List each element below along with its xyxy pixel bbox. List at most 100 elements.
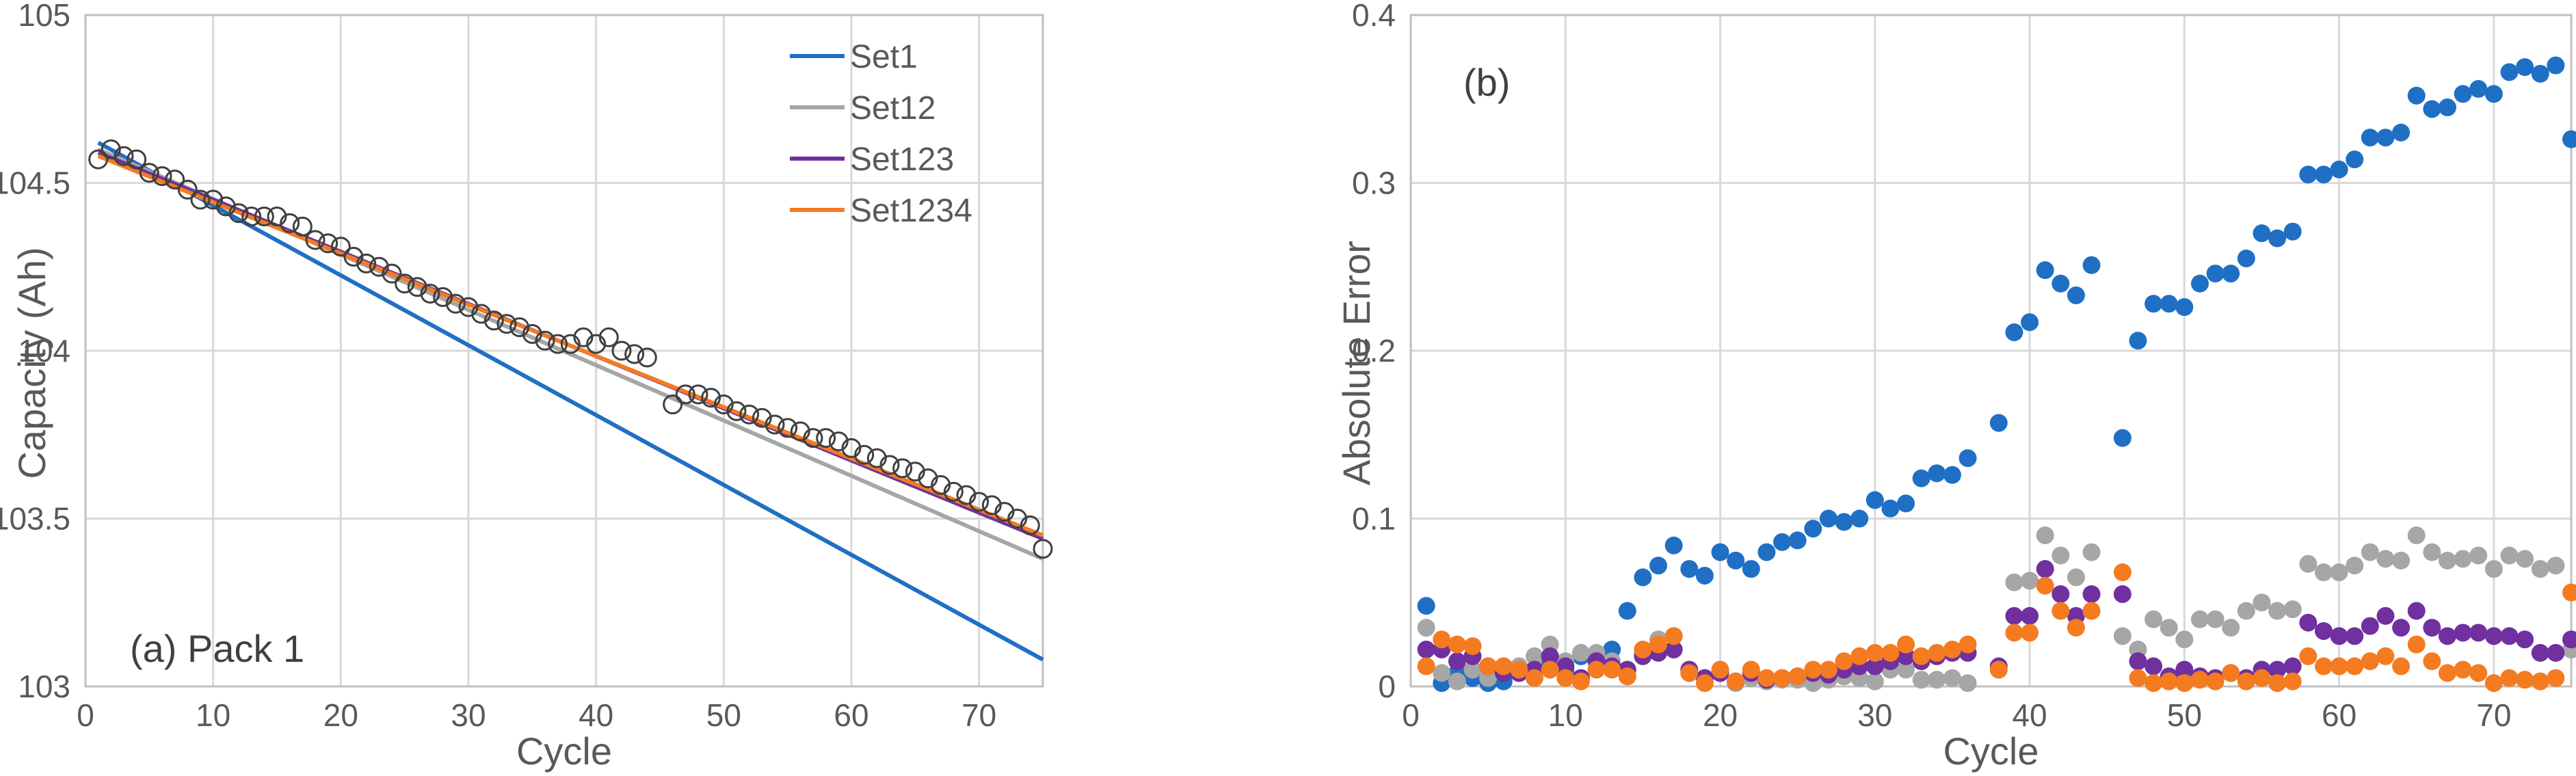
a-xtick-label: 50	[706, 697, 741, 733]
error-point-set1	[1649, 557, 1668, 575]
error-point-set123	[2547, 643, 2565, 662]
error-point-set1	[2376, 129, 2395, 147]
error-point-set1	[2082, 256, 2101, 274]
measured-point	[892, 458, 913, 479]
error-point-set1	[1417, 597, 1435, 615]
error-point-set12	[1433, 664, 1451, 682]
measured-point	[994, 502, 1015, 522]
scatter-series-set1234	[1417, 563, 2576, 693]
error-point-set12	[2407, 526, 2426, 545]
error-point-set1234	[2392, 657, 2411, 675]
measured-point	[356, 253, 377, 273]
measured-point	[1020, 515, 1040, 535]
b-xtick-label: 20	[1703, 697, 1738, 733]
error-point-set123	[2036, 560, 2054, 578]
error-point-set12	[2021, 572, 2039, 590]
error-point-set1	[2283, 222, 2302, 241]
a-xtick-label: 20	[323, 697, 358, 733]
error-point-set12	[1897, 660, 1915, 679]
error-point-set123	[2500, 627, 2519, 645]
b-ytick-label: 0	[1378, 669, 1396, 704]
error-point-set123	[2454, 624, 2472, 642]
panel-a-tick-labels: 0 10 20 30 40 50 60 70 103 103.5 104 104.5 105	[0, 0, 996, 733]
error-point-set1234	[1603, 660, 1621, 679]
a-xtick-label: 0	[77, 697, 94, 733]
measured-point	[548, 334, 568, 354]
error-point-set1	[1742, 560, 1760, 578]
measured-point	[343, 247, 364, 267]
error-point-set12	[2484, 560, 2503, 578]
error-point-set1	[2175, 298, 2194, 317]
measured-point	[433, 286, 453, 307]
error-point-set1	[2407, 86, 2426, 105]
measured-point	[956, 485, 977, 505]
measured-point	[841, 438, 862, 458]
error-point-set123	[1448, 652, 1466, 671]
measured-point	[765, 414, 785, 435]
error-point-set1	[1989, 414, 2008, 432]
error-point-set1	[2423, 100, 2441, 118]
error-point-set123	[2376, 606, 2395, 625]
error-point-set12	[1571, 643, 1590, 662]
error-point-set1234	[1958, 635, 1977, 654]
measured-point	[395, 273, 415, 294]
error-point-set1234	[2407, 635, 2426, 654]
measured-point	[726, 401, 747, 421]
measured-point	[790, 421, 810, 442]
measured-point	[215, 196, 236, 217]
error-point-set1	[1881, 499, 1900, 518]
error-point-set12	[2423, 543, 2441, 561]
panel-b-annotation: (b)	[1463, 61, 1510, 104]
error-point-set1234	[2082, 602, 2101, 620]
error-point-set123	[2361, 617, 2379, 635]
legend-label-set123: Set123	[850, 142, 954, 178]
error-point-set1	[2516, 58, 2534, 77]
measured-point	[701, 388, 721, 408]
measured-point	[483, 310, 504, 331]
measured-point	[586, 334, 607, 354]
error-point-set1234	[1711, 660, 1729, 679]
error-point-set1234	[1865, 643, 1884, 662]
error-point-set1234	[1510, 660, 1528, 679]
error-point-set1234	[2376, 647, 2395, 665]
panel-a-x-axis-title: Cycle	[516, 730, 612, 773]
scatter-series-set1	[1417, 56, 2576, 693]
error-point-set1234	[2283, 672, 2302, 691]
b-ytick-label: 0.1	[1352, 501, 1396, 537]
measured-point	[713, 394, 734, 415]
panel-a-plot-frame	[84, 14, 1044, 688]
measured-point	[496, 314, 517, 334]
a-xtick-label: 40	[579, 697, 613, 733]
error-point-set1234	[2469, 664, 2488, 682]
error-point-set12	[2253, 593, 2271, 612]
error-point-set1234	[1742, 660, 1760, 679]
error-point-set1	[2253, 224, 2271, 243]
error-point-set1234	[2190, 671, 2209, 689]
error-point-set1234	[2222, 664, 2240, 682]
error-point-set12	[2268, 602, 2287, 620]
error-point-set12	[1463, 660, 1482, 679]
error-point-set123	[2346, 627, 2364, 645]
error-point-set12	[2469, 546, 2488, 565]
error-point-set12	[1865, 672, 1884, 691]
error-point-set12	[2175, 630, 2194, 649]
error-point-set1	[1727, 551, 1745, 570]
legend-label-set1: Set1	[850, 39, 918, 75]
error-point-set1234	[2021, 624, 2039, 642]
error-point-set123	[2299, 613, 2318, 632]
error-point-set1234	[2314, 657, 2333, 675]
error-point-set1	[1850, 509, 1869, 528]
error-point-set1234	[1788, 667, 1807, 686]
error-point-set1	[2222, 265, 2240, 283]
error-point-set12	[2145, 610, 2163, 628]
measured-point	[458, 297, 479, 317]
error-point-set1234	[1618, 667, 1636, 686]
measured-point	[688, 384, 708, 405]
error-point-set1	[2268, 229, 2287, 247]
error-point-set123	[2484, 627, 2503, 645]
error-point-set12	[2516, 550, 2534, 568]
error-point-set1234	[2051, 602, 2070, 620]
error-point-set123	[2283, 657, 2302, 675]
error-point-set12	[1943, 669, 1961, 687]
error-point-set1234	[2206, 672, 2225, 691]
